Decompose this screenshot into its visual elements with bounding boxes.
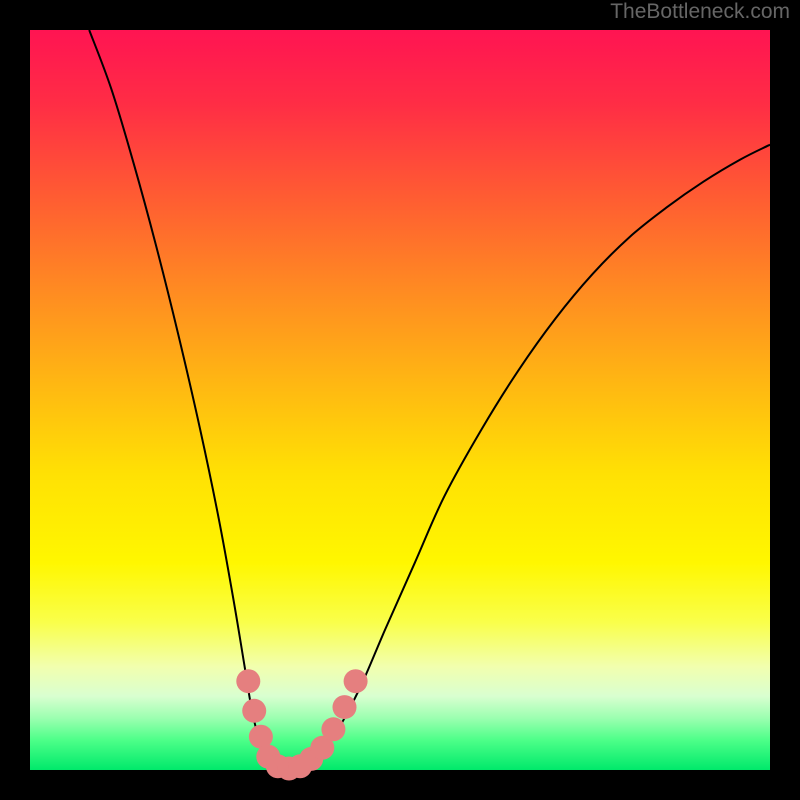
marker-dot — [333, 695, 357, 719]
bottleneck-chart: TheBottleneck.com — [0, 0, 800, 800]
watermark-text: TheBottleneck.com — [610, 0, 790, 24]
marker-dot — [242, 699, 266, 723]
marker-dot — [321, 717, 345, 741]
marker-dot — [344, 669, 368, 693]
chart-svg — [0, 0, 800, 800]
marker-dot — [236, 669, 260, 693]
plot-background — [30, 30, 770, 770]
